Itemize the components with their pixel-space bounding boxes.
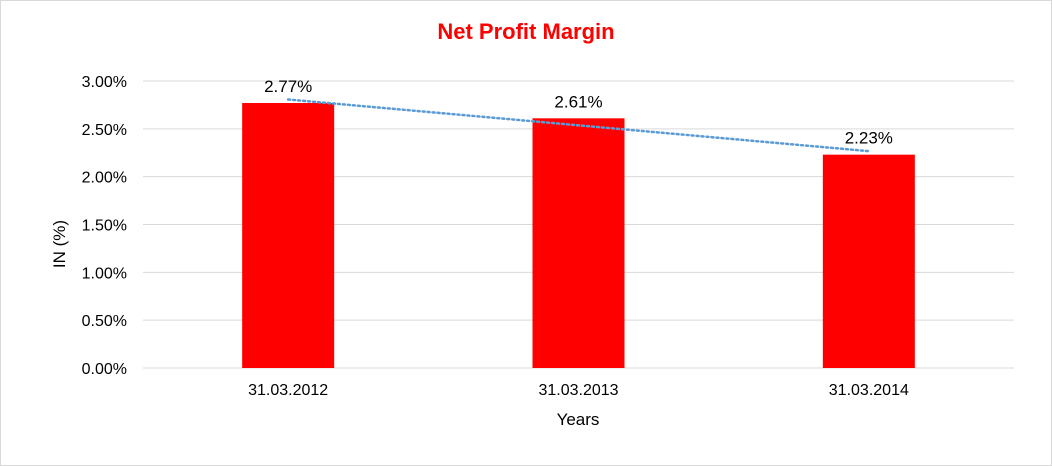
y-axis-title: IN (%) [50, 220, 69, 268]
x-axis-ticks: 31.03.2012 31.03.2013 31.03.2014 [248, 382, 909, 399]
data-label: 2.61% [554, 92, 602, 111]
y-tick-label: 3.00% [82, 74, 127, 91]
data-labels: 2.77% 2.61% 2.23% [264, 77, 893, 148]
y-tick-label: 2.50% [82, 122, 127, 139]
y-tick-label: 0.00% [82, 361, 127, 378]
chart-title: Net Profit Margin [437, 19, 614, 44]
bar [532, 118, 625, 368]
data-label: 2.23% [845, 129, 893, 148]
trendline [286, 98, 871, 153]
bars [242, 103, 915, 369]
bar [822, 154, 915, 368]
y-tick-label: 1.00% [82, 265, 127, 282]
data-label: 2.77% [264, 77, 312, 96]
y-tick-label: 0.50% [82, 313, 127, 330]
x-tick-label: 31.03.2013 [538, 382, 618, 399]
x-tick-label: 31.03.2014 [829, 382, 909, 399]
y-tick-label: 1.50% [82, 218, 127, 235]
y-tick-label: 2.00% [82, 170, 127, 187]
bar [242, 103, 335, 369]
x-axis-title: Years [557, 410, 600, 429]
trendline-group [286, 98, 871, 153]
y-axis-ticks: 0.00% 0.50% 1.00% 1.50% 2.00% 2.50% 3.00% [82, 74, 127, 378]
x-tick-label: 31.03.2012 [248, 382, 328, 399]
